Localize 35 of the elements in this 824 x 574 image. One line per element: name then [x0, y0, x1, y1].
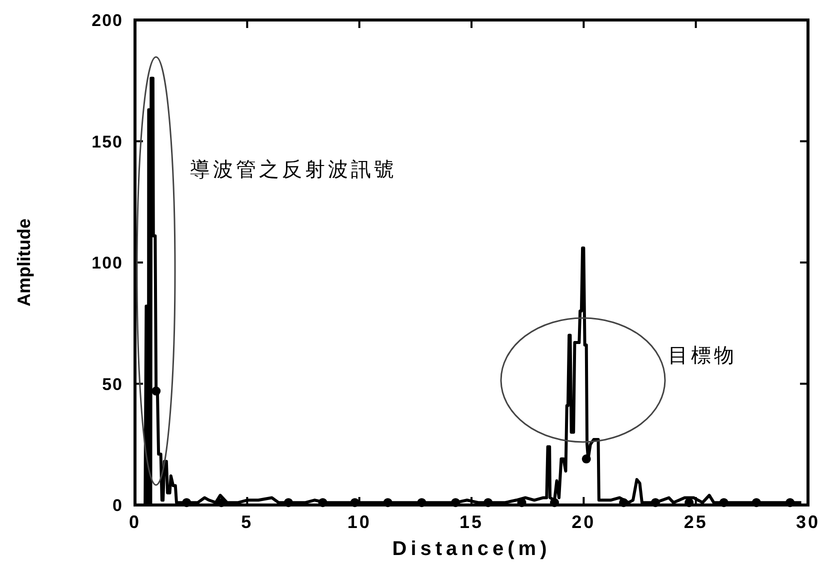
point — [650, 498, 660, 508]
x-tick-label: 30 — [796, 512, 820, 532]
point — [152, 386, 161, 396]
point — [786, 498, 795, 508]
x-tick-label: 5 — [241, 512, 254, 532]
y-tick-label: 100 — [92, 254, 123, 272]
point — [684, 498, 694, 508]
x-tick-label: 25 — [684, 512, 708, 532]
y-tick-label: 150 — [92, 132, 123, 152]
annotation: 目標物 — [668, 343, 737, 367]
point — [318, 498, 328, 508]
point — [619, 498, 628, 508]
point — [517, 498, 526, 508]
point — [182, 498, 192, 508]
point — [582, 454, 591, 464]
point — [284, 498, 293, 508]
x-tick-label: 0 — [128, 512, 142, 532]
y-tick-label: 50 — [102, 374, 123, 394]
point — [752, 498, 761, 508]
x-axis-title: Distance(m) — [392, 538, 551, 560]
point — [216, 498, 226, 508]
y-tick-label: 200 — [92, 11, 123, 30]
y-axis-title: Amplitude — [14, 218, 34, 306]
x-tick-label: 20 — [572, 512, 596, 532]
point — [417, 498, 426, 508]
point — [350, 498, 360, 508]
point — [550, 498, 560, 508]
point — [484, 498, 493, 508]
x-tick-label: 15 — [459, 512, 484, 532]
point — [719, 498, 728, 508]
point — [383, 498, 392, 508]
annotation: 導波管之反射波訊號 — [190, 157, 397, 181]
point — [451, 498, 460, 508]
x-tick-label: 10 — [347, 512, 372, 532]
y-tick-label: 0 — [112, 496, 123, 515]
